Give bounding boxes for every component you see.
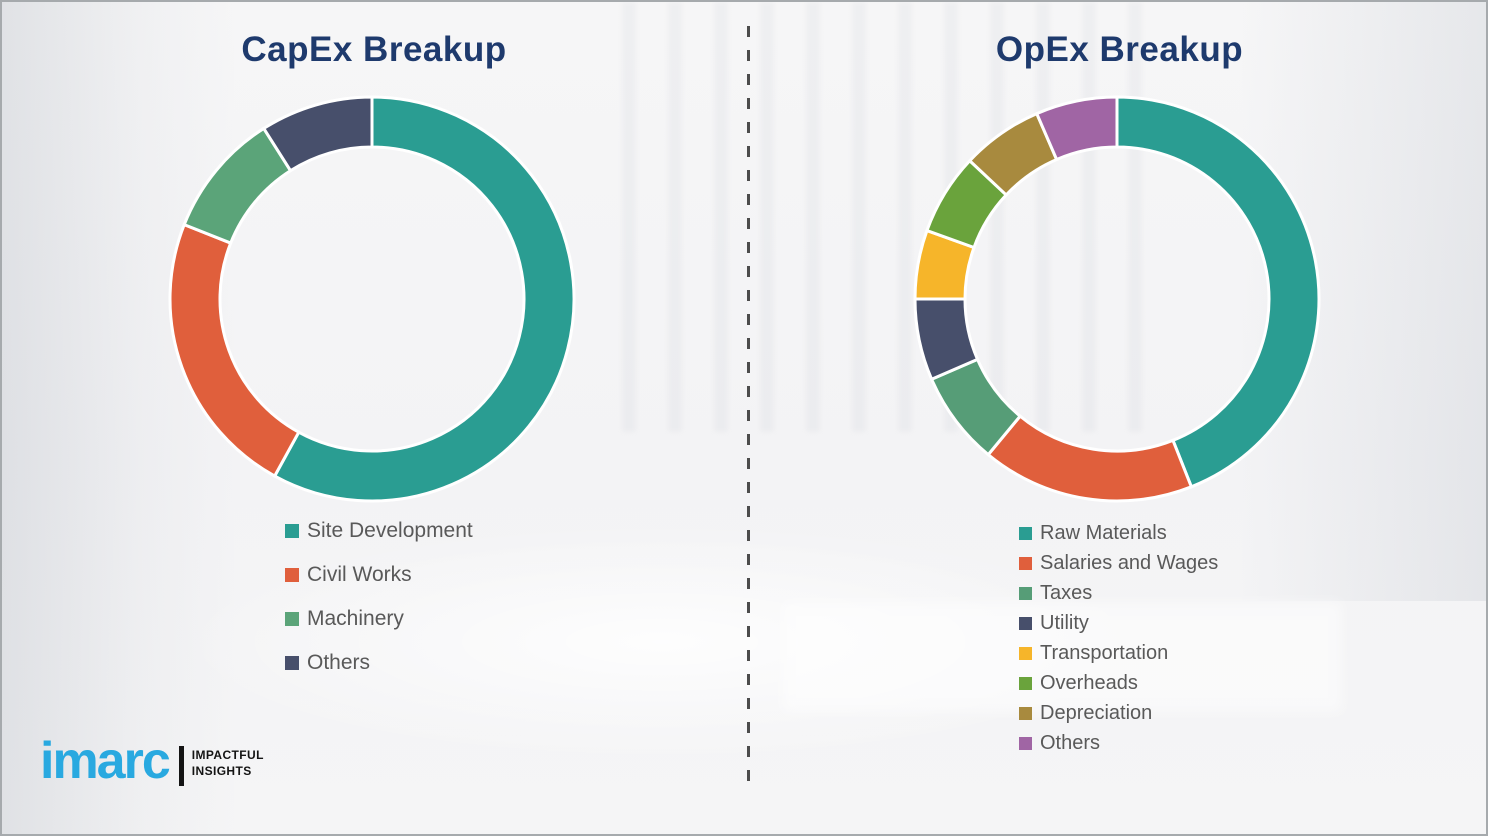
legend-item-overheads: Overheads (1019, 668, 1218, 698)
legend-swatch-icon (285, 612, 299, 626)
donut-segment-others (1035, 95, 1119, 161)
legend-swatch-icon (1019, 736, 1032, 750)
legend-swatch-icon (285, 524, 299, 538)
legend-label: Machinery (307, 607, 404, 630)
imarc-logo-tagline: IMPACTFUL INSIGHTS (192, 748, 264, 779)
capex-legend: Site Development Civil Works Machinery Othe… (285, 509, 473, 685)
legend-label: Utility (1040, 611, 1089, 634)
legend-swatch-icon (1019, 706, 1032, 720)
imarc-tagline-line2: INSIGHTS (191, 763, 252, 778)
legend-label: Site Development (307, 519, 473, 542)
donut-segment-others (262, 95, 374, 173)
legend-label: Civil Works (307, 563, 412, 586)
legend-item-machinery: Machinery (285, 597, 473, 641)
opex-title: OpEx Breakup (995, 30, 1244, 69)
donut-segment-salaries-and-wages (986, 414, 1193, 503)
capex-panel: CapEx Breakup (2, 2, 746, 834)
legend-item-site-development: Site Development (285, 509, 473, 553)
legend-item-others: Others (285, 641, 473, 685)
legend-item-salaries-and-wages: Salaries and Wages (1019, 548, 1218, 578)
legend-item-others: Others (1019, 728, 1218, 758)
donut-segment-civil-works (168, 223, 301, 478)
legend-swatch-icon (285, 656, 299, 670)
opex-donut-chart (910, 92, 1324, 506)
donut-segment-site-development (273, 95, 576, 503)
legend-item-civil-works: Civil Works (285, 553, 473, 597)
legend-swatch-icon (285, 568, 299, 582)
imarc-logo: imarc IMPACTFUL INSIGHTS (40, 732, 264, 790)
legend-item-utility: Utility (1019, 608, 1218, 638)
legend-swatch-icon (1019, 586, 1032, 600)
panel-divider-dashed-line (747, 26, 750, 794)
legend-item-taxes: Taxes (1019, 578, 1218, 608)
donut-segment-raw-materials (1115, 95, 1321, 489)
opex-legend: Raw Materials Salaries and Wages Taxes Util… (1019, 518, 1218, 758)
legend-swatch-icon (1019, 646, 1032, 660)
legend-swatch-icon (1019, 676, 1032, 690)
imarc-logo-divider-bar (178, 746, 184, 786)
imarc-logo-wordmark: imarc (40, 732, 171, 790)
opex-panel: OpEx Breakup (749, 2, 1486, 834)
legend-label: Transportation (1040, 641, 1169, 664)
legend-label: Depreciation (1040, 701, 1153, 724)
capex-title: CapEx Breakup (241, 30, 507, 69)
legend-swatch-icon (1019, 526, 1032, 540)
legend-label: Raw Materials (1040, 521, 1167, 544)
legend-label: Overheads (1040, 671, 1138, 694)
legend-item-depreciation: Depreciation (1019, 698, 1218, 728)
opex-breakup-svg (913, 95, 1321, 503)
capex-breakup-svg (168, 95, 576, 503)
legend-label: Taxes (1040, 581, 1093, 604)
legend-label: Others (1040, 731, 1101, 754)
legend-label: Salaries and Wages (1040, 551, 1219, 574)
legend-swatch-icon (1019, 556, 1032, 570)
legend-label: Others (307, 651, 371, 674)
imarc-tagline-line1: IMPACTFUL (191, 748, 264, 762)
legend-item-transportation: Transportation (1019, 638, 1218, 668)
legend-swatch-icon (1019, 616, 1032, 630)
legend-item-raw-materials: Raw Materials (1019, 518, 1218, 548)
capex-donut-chart (165, 92, 579, 506)
